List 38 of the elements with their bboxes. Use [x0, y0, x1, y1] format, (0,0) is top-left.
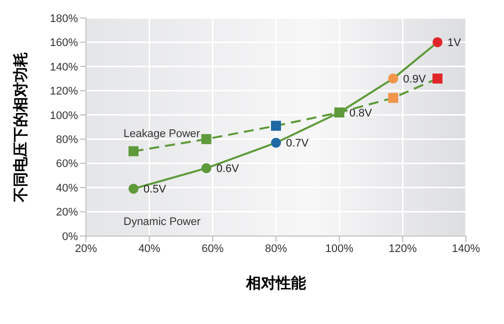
annotation: 0.7V: [286, 138, 310, 150]
point: [388, 92, 398, 103]
x-tick-label: 140%: [452, 242, 480, 255]
y-tick-label: 20%: [56, 206, 78, 219]
text: Dynamic Power: [124, 216, 201, 228]
point: [432, 37, 442, 48]
y-tick-label: 60%: [56, 158, 78, 170]
annotation: 0.9V: [403, 73, 426, 86]
y-tick-label: 160%: [50, 37, 78, 50]
point: [201, 134, 212, 144]
y-axis-title: 不同电压下的相对功耗: [11, 52, 30, 203]
annotation: 1V: [448, 37, 462, 50]
x-tick-label: 20%: [74, 242, 98, 255]
y-tick-label: 100%: [50, 110, 78, 122]
point: [128, 146, 138, 156]
point: [271, 120, 281, 131]
point: [388, 74, 398, 84]
x-axis-title: 相对性能: [245, 274, 307, 292]
annotation: 0.6V: [216, 163, 240, 176]
x-tick-label: 40%: [138, 242, 161, 255]
x-tick-label: 100%: [325, 242, 354, 255]
x-tick-label: 120%: [388, 242, 417, 255]
y-tick-label: 140%: [50, 61, 78, 74]
y-tick-label: 80%: [56, 134, 78, 146]
point: [128, 184, 138, 194]
point: [334, 107, 344, 118]
point: [432, 74, 442, 84]
x-tick-label: 80%: [264, 242, 288, 255]
y-tick-label: 40%: [56, 182, 78, 194]
annotation: 0.5V: [144, 184, 167, 196]
series-label: Leakage Power: [124, 128, 200, 140]
annotation: 0.8V: [349, 107, 373, 120]
y-tick-label: 180%: [50, 12, 78, 25]
y-tick-label: 0%: [62, 230, 78, 243]
y-tick-label: 120%: [50, 86, 78, 98]
x-tick-label: 60%: [202, 242, 224, 255]
point: [271, 138, 281, 148]
point: [201, 163, 212, 174]
